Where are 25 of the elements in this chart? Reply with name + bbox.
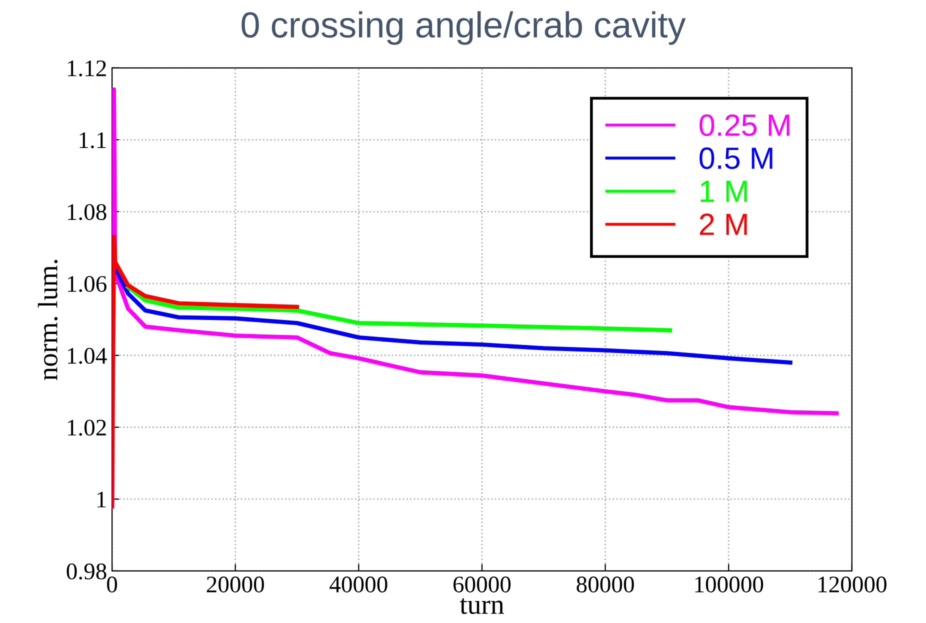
x-axis-title: turn [460,598,504,614]
legend-label: 0.5 M [700,147,772,170]
x-tick-label: 80000 [576,576,634,592]
x-tick-label: 120000 [818,576,886,592]
x-tick-label: 100000 [695,576,764,592]
y-tick-label: 1.04 [68,348,107,364]
x-tick-label: 40000 [330,576,388,592]
y-tick-label: 1.08 [68,204,106,220]
line-series [126,285,672,332]
line-series [113,266,792,365]
y-tick-label: 1.1 [80,132,106,148]
chart-title: 0 crossing angle/crab cavity [242,11,686,45]
x-tick-label: 60000 [453,576,511,592]
y-tick-label: 1.06 [68,276,106,292]
y-tick-label: 1 [97,492,106,508]
y-tick-label: 0.98 [66,563,106,580]
line-series [112,234,300,508]
y-tick-label: 1.12 [68,60,106,76]
x-tick-label: 20000 [206,576,264,592]
legend-label: 1 M [700,180,747,202]
y-tick-label: 1.02 [68,420,106,436]
x-tick-label: 0 [107,576,118,592]
y-axis-title: norm. lum. [38,260,58,380]
legend-label: 0.25 M [700,114,790,136]
legend-label: 2 M [700,214,747,235]
